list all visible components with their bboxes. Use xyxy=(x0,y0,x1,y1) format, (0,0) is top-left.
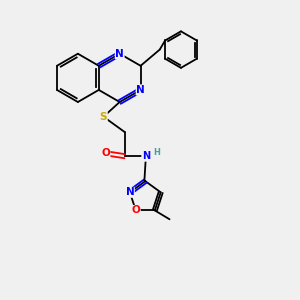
Text: N: N xyxy=(136,85,145,95)
Text: O: O xyxy=(131,206,140,215)
Text: S: S xyxy=(100,112,107,122)
Text: N: N xyxy=(142,151,150,161)
Text: O: O xyxy=(101,148,110,158)
Text: N: N xyxy=(125,187,134,197)
Text: H: H xyxy=(154,148,160,157)
Text: N: N xyxy=(115,49,124,59)
